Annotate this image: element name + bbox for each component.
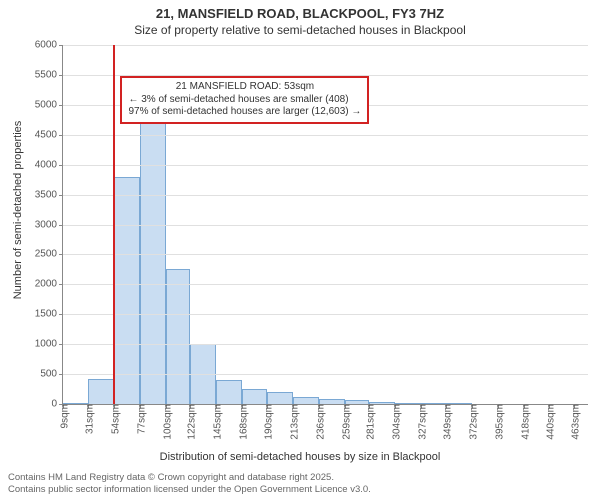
bar (216, 380, 242, 404)
ytick-label: 2500 (35, 249, 63, 260)
x-axis-label: Distribution of semi-detached houses by … (0, 451, 600, 463)
footer-line2: Contains public sector information licen… (8, 484, 371, 496)
xtick-label: 31sqm (80, 404, 95, 434)
gridline (63, 314, 588, 315)
gridline (63, 344, 588, 345)
gridline (63, 254, 588, 255)
xtick-label: 463sqm (567, 404, 582, 440)
ytick-label: 4000 (35, 159, 63, 170)
xtick-label: 9sqm (56, 404, 71, 428)
chart-container: 21 MANSFIELD ROAD: 53sqm ← 3% of semi-de… (62, 45, 588, 405)
y-axis-label: Number of semi-detached properties (12, 121, 24, 300)
annotation-title: 21 MANSFIELD ROAD: 53sqm (128, 81, 361, 94)
gridline (63, 284, 588, 285)
xtick-label: 213sqm (285, 404, 300, 440)
xtick-label: 281sqm (362, 404, 377, 440)
gridline (63, 165, 588, 166)
xtick-label: 236sqm (311, 404, 326, 440)
annotation-line1: ← 3% of semi-detached houses are smaller… (128, 94, 361, 107)
gridline (63, 225, 588, 226)
title-block: 21, MANSFIELD ROAD, BLACKPOOL, FY3 7HZ S… (0, 0, 600, 37)
ytick-label: 3000 (35, 219, 63, 230)
plot-area: 21 MANSFIELD ROAD: 53sqm ← 3% of semi-de… (62, 45, 588, 405)
ytick-label: 1500 (35, 309, 63, 320)
annotation-line2: 97% of semi-detached houses are larger (… (128, 106, 361, 119)
ytick-label: 5500 (35, 69, 63, 80)
ytick-label: 500 (40, 369, 63, 380)
xtick-label: 440sqm (541, 404, 556, 440)
ytick-label: 1000 (35, 339, 63, 350)
xtick-label: 304sqm (388, 404, 403, 440)
xtick-label: 327sqm (414, 404, 429, 440)
xtick-label: 418sqm (516, 404, 531, 440)
xtick-label: 168sqm (235, 404, 250, 440)
xtick-label: 349sqm (439, 404, 454, 440)
xtick-label: 54sqm (106, 404, 121, 434)
ytick-label: 5000 (35, 99, 63, 110)
gridline (63, 374, 588, 375)
ytick-label: 4500 (35, 129, 63, 140)
xtick-label: 77sqm (132, 404, 147, 434)
xtick-label: 100sqm (158, 404, 173, 440)
xtick-label: 122sqm (183, 404, 198, 440)
footer: Contains HM Land Registry data © Crown c… (8, 472, 371, 496)
bar (293, 397, 319, 404)
gridline (63, 135, 588, 136)
gridline (63, 45, 588, 46)
gridline (63, 195, 588, 196)
page-subtitle: Size of property relative to semi-detach… (0, 23, 600, 37)
annotation-box: 21 MANSFIELD ROAD: 53sqm ← 3% of semi-de… (120, 76, 369, 124)
bar (242, 389, 267, 404)
bar (114, 177, 140, 404)
page-title: 21, MANSFIELD ROAD, BLACKPOOL, FY3 7HZ (0, 6, 600, 21)
bar (267, 392, 293, 404)
xtick-label: 372sqm (464, 404, 479, 440)
bar (88, 379, 114, 404)
ytick-label: 3500 (35, 189, 63, 200)
xtick-label: 395sqm (490, 404, 505, 440)
ytick-label: 6000 (35, 40, 63, 51)
xtick-label: 190sqm (259, 404, 274, 440)
xtick-label: 145sqm (209, 404, 224, 440)
footer-line1: Contains HM Land Registry data © Crown c… (8, 472, 371, 484)
xtick-label: 259sqm (337, 404, 352, 440)
ytick-label: 2000 (35, 279, 63, 290)
bar (166, 269, 191, 404)
marker-line (113, 45, 115, 404)
